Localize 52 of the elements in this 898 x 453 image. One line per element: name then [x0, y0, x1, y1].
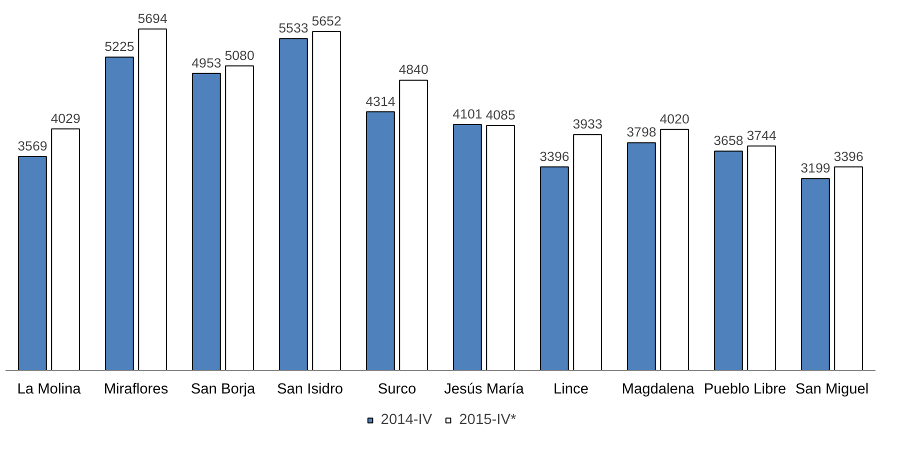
data-label: 4085 — [486, 107, 516, 122]
bar — [105, 56, 134, 370]
bar — [312, 31, 341, 370]
x-tick-label: Miraflores — [104, 382, 168, 398]
x-tick-label: Pueblo Libre — [704, 382, 786, 398]
bar — [714, 150, 743, 370]
data-label: 4953 — [192, 55, 222, 70]
data-label: 3933 — [572, 116, 602, 132]
bar — [540, 166, 569, 370]
x-tick-label: San Miguel — [795, 382, 869, 398]
bar — [834, 166, 863, 370]
data-label: 3658 — [714, 133, 744, 148]
data-label: 5694 — [138, 10, 168, 26]
bar — [747, 145, 776, 370]
data-label: 3199 — [800, 160, 830, 176]
bar — [801, 178, 830, 370]
x-tick-label: Jesús María — [444, 382, 525, 398]
x-tick-label: Magdalena — [622, 382, 696, 398]
data-label: 3396 — [834, 148, 864, 164]
legend-label: 2015-IV* — [459, 412, 516, 428]
bar — [573, 134, 602, 370]
data-label: 5080 — [224, 48, 254, 63]
bar — [279, 38, 308, 370]
bar — [192, 72, 221, 370]
data-label: 4020 — [660, 111, 690, 126]
data-label: 3569 — [18, 138, 48, 154]
bar — [660, 128, 689, 370]
data-label: 3798 — [626, 124, 656, 140]
data-label: 4314 — [366, 94, 396, 109]
bar — [366, 111, 395, 370]
data-label: 3744 — [746, 128, 777, 143]
bar — [399, 80, 428, 370]
bar — [138, 28, 167, 370]
data-label: 4840 — [398, 62, 428, 78]
legend-label: 2014-IV — [380, 412, 432, 428]
x-tick-label: Lince — [553, 382, 589, 398]
bar — [18, 156, 47, 370]
data-label: 3396 — [540, 148, 570, 164]
data-label: 4101 — [452, 106, 482, 122]
bar — [453, 124, 482, 370]
x-tick-label: La Molina — [17, 382, 82, 398]
bar — [225, 65, 254, 370]
bar — [486, 124, 515, 370]
x-tick-label: San Borja — [190, 382, 256, 398]
x-tick-label: San Isidro — [277, 382, 344, 398]
data-label: 5652 — [312, 14, 342, 29]
x-tick-label: Surco — [378, 382, 416, 398]
data-label: 5225 — [104, 39, 134, 54]
bar — [627, 142, 656, 370]
data-label: 4029 — [50, 110, 80, 126]
bar — [51, 128, 80, 370]
data-label: 5533 — [278, 20, 308, 36]
